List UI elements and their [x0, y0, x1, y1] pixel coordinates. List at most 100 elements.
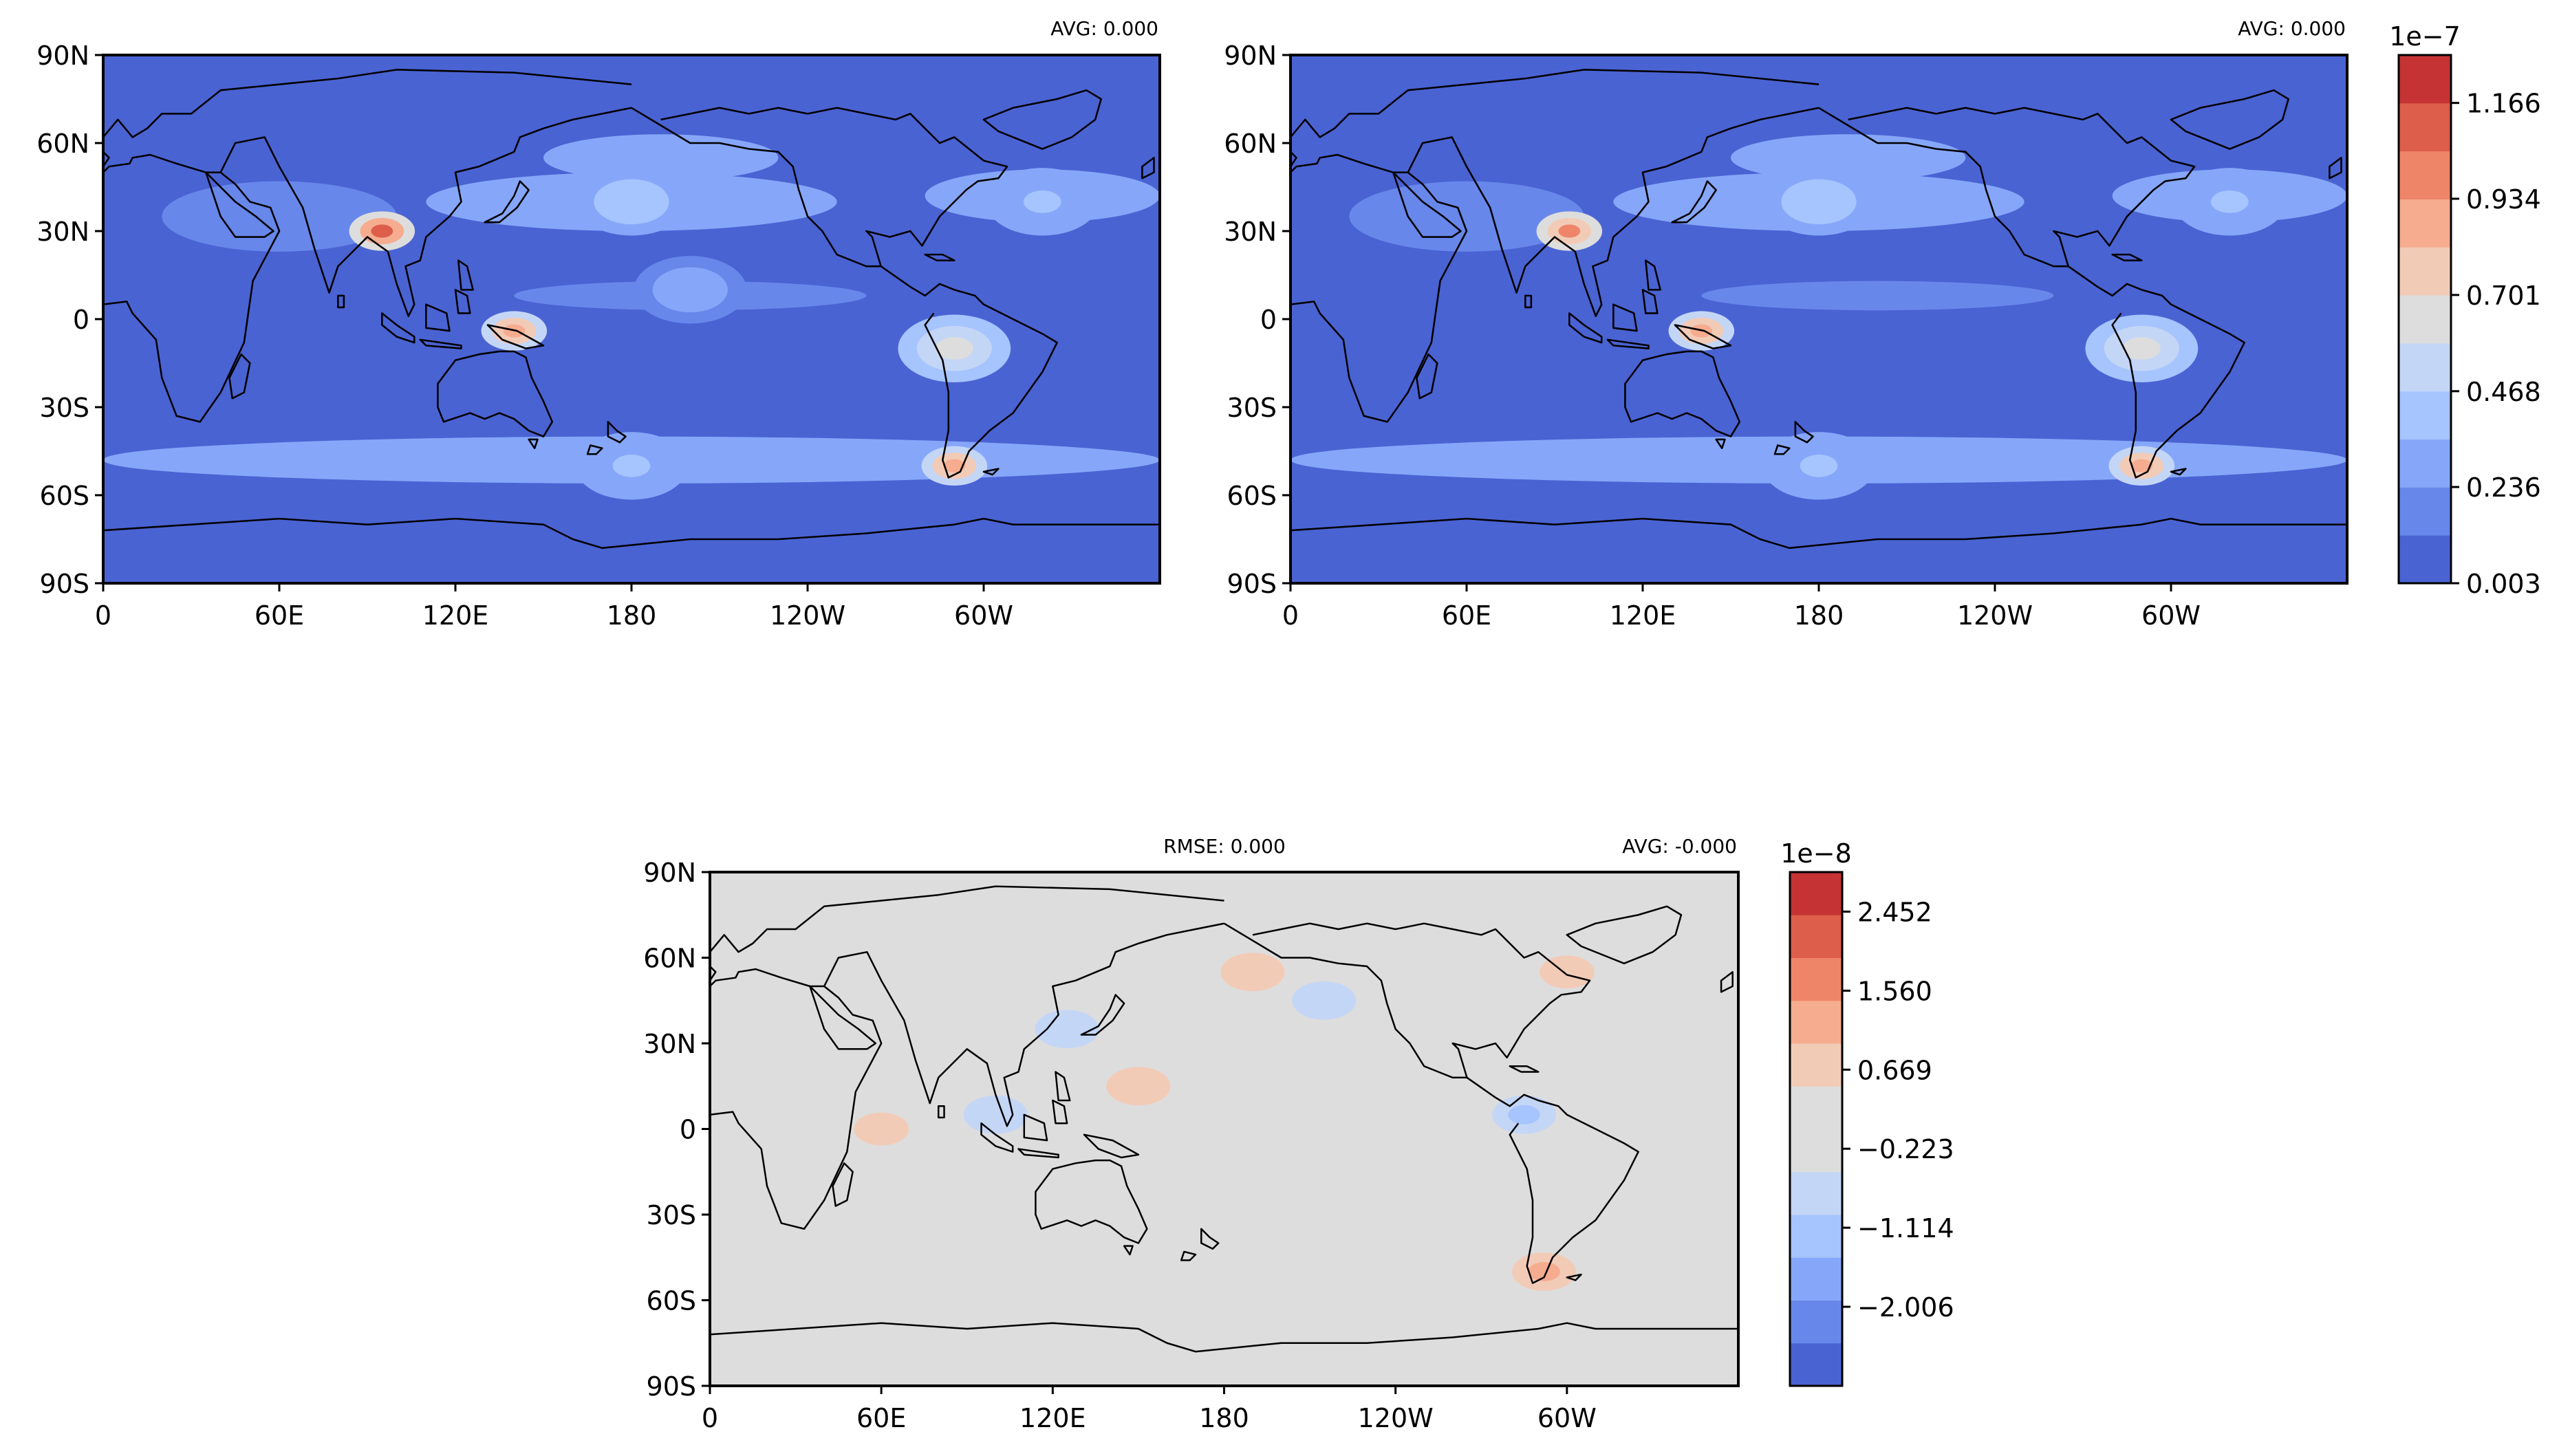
field-feature: [671, 278, 709, 301]
coastline: [710, 885, 1224, 987]
coastline: [2329, 157, 2342, 180]
coastline: [982, 468, 1000, 476]
coastline: [1392, 171, 1462, 238]
field-band: [162, 181, 397, 252]
y-tick-label: 30N: [1224, 217, 1277, 247]
colorbar-segment: [1790, 1129, 1842, 1173]
coastline: [1291, 69, 1819, 173]
coastline: [437, 350, 554, 437]
coastline: [1052, 1099, 1068, 1124]
colorbar-tick-label: 1.560: [1857, 976, 1932, 1006]
coastline: [1023, 1113, 1048, 1142]
coastline: [823, 922, 1224, 1127]
coastline: [937, 1105, 945, 1119]
coastline: [1715, 438, 1726, 450]
colorbar-segment: [2399, 55, 2451, 104]
colorbar-tick-label: 0.468: [2466, 377, 2541, 407]
map-1-avg-label: AVG: 0.000: [1050, 17, 1158, 40]
x-tick-label: 120W: [1957, 600, 2033, 631]
field-feature: [1528, 1262, 1560, 1281]
colorbar-segment: [1790, 1086, 1842, 1129]
map-1-x-ticks: 0 60E 120E 180 120W 60W: [95, 583, 1013, 631]
y-tick-label: 30N: [643, 1029, 696, 1059]
colorbar-segment: [2399, 535, 2451, 584]
coastline: [454, 289, 471, 314]
map-3-field: [710, 872, 1738, 1386]
coastline: [1720, 971, 1734, 993]
coastline: [419, 338, 462, 349]
x-tick-label: 60W: [954, 600, 1013, 631]
colorbar-tick-label: −2.006: [1857, 1292, 1954, 1323]
colorbar-1: 1.166 0.934 0.701 0.468 0.236 0.003 1e−7: [2389, 21, 2541, 599]
field-feature: [1122, 1076, 1155, 1096]
x-tick-label: 120W: [770, 600, 845, 631]
x-tick-label: 60E: [255, 600, 304, 631]
coastline: [1566, 1273, 1582, 1281]
field-feature: [2211, 190, 2249, 213]
x-tick-label: 180: [1199, 1403, 1249, 1433]
map-panel-2: 0 60E 120E 180 120W 60W 90N 60N 30N 0 30S 60S 90S A…: [1224, 17, 2348, 631]
y-tick-label: 60N: [36, 129, 89, 159]
map-3-rmse-label: RMSE: 0.000: [1163, 835, 1286, 858]
field-feature: [371, 224, 393, 238]
y-tick-label: 60N: [1224, 129, 1277, 159]
map-panel-3: 0 60E 120E 180 120W 60W 90N 60N 30N 0 30S 60S 90S R…: [643, 835, 1740, 1433]
map-3-coastlines: [710, 885, 1738, 1353]
coastline: [1180, 1250, 1197, 1261]
field-feature: [936, 337, 973, 360]
coastline: [103, 517, 1160, 550]
coastline: [586, 444, 603, 455]
y-tick-label: 30S: [647, 1200, 696, 1230]
coastline: [631, 107, 1058, 479]
field-feature: [854, 1112, 909, 1146]
coastline: [103, 153, 281, 423]
colorbar-segment: [1790, 1000, 1842, 1044]
field-feature: [2130, 459, 2153, 472]
map-2-field: [1291, 55, 2347, 583]
coastline: [1291, 151, 1297, 167]
coastline: [1566, 905, 1683, 965]
coastline: [924, 253, 955, 261]
x-tick-label: 120E: [1019, 1403, 1086, 1433]
colorbar-tick-label: −0.223: [1857, 1134, 1954, 1164]
y-tick-label: 90S: [40, 569, 89, 599]
colorbar-tick-label: 0.934: [2466, 184, 2541, 215]
coastline: [1083, 1133, 1140, 1159]
coastline: [1291, 517, 2347, 550]
coastline: [1252, 922, 1591, 1078]
field-feature: [1050, 1019, 1083, 1039]
colorbar-offset-label: 1e−7: [2389, 21, 2461, 52]
field-feature: [1800, 454, 1838, 477]
x-tick-label: 180: [607, 600, 657, 631]
coastline: [1017, 1148, 1059, 1159]
field-feature: [1508, 1105, 1540, 1124]
coastline: [710, 1322, 1738, 1353]
colorbar-tick-label: −1.114: [1857, 1213, 1954, 1243]
y-tick-label: 0: [1260, 305, 1277, 335]
coastline: [528, 438, 539, 450]
map-3-y-ticks: 90N 60N 30N 0 30S 60S 90S: [643, 858, 710, 1402]
colorbar-segment: [2399, 391, 2451, 440]
field-feature: [2123, 337, 2161, 360]
x-tick-label: 180: [1794, 600, 1844, 631]
coastline: [1644, 259, 1661, 291]
coastline: [1848, 107, 2196, 267]
colorbar-tick-label: 0.669: [1857, 1055, 1932, 1085]
x-tick-label: 0: [1282, 600, 1299, 631]
coastline: [1568, 312, 1603, 344]
coastline: [1671, 180, 1717, 224]
field-feature: [1024, 190, 1061, 213]
coastline: [1035, 1159, 1148, 1244]
coastline: [381, 312, 415, 344]
coastline: [2170, 89, 2289, 150]
coastline: [1674, 324, 1732, 349]
colorbar-segment: [2399, 151, 2451, 199]
coastline: [1773, 444, 1791, 455]
y-tick-label: 0: [680, 1115, 696, 1145]
x-tick-label: 120E: [1610, 600, 1676, 631]
coastline: [1291, 153, 1468, 423]
colorbar-segment: [1790, 1257, 1842, 1301]
colorbar-segment: [1790, 1171, 1842, 1215]
y-tick-label: 90N: [1224, 41, 1277, 71]
map-1-coastlines: [103, 69, 1160, 550]
